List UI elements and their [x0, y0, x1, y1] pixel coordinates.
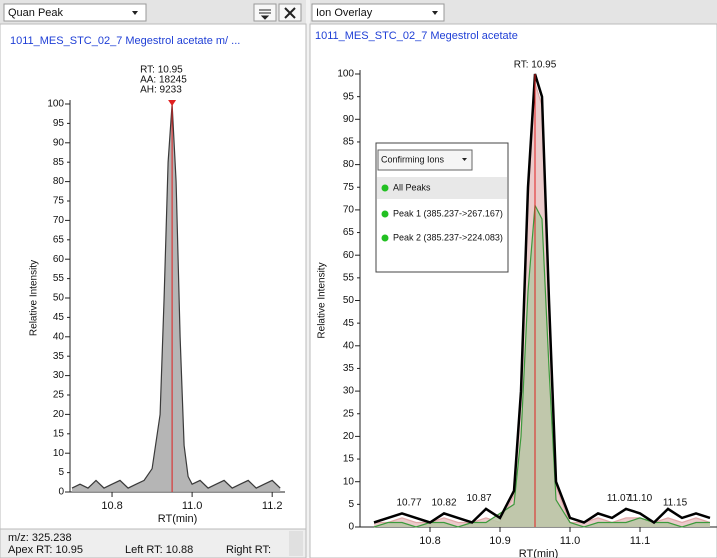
- y-tick-label: 90: [53, 137, 65, 148]
- y-tick-label: 95: [343, 91, 355, 102]
- y-tick-label: 50: [343, 295, 355, 306]
- peak-label: 11.07: [607, 493, 632, 504]
- apex-marker: [168, 100, 177, 106]
- status: m/z: 325.238: [8, 532, 72, 544]
- y-tick-label: 85: [53, 157, 65, 168]
- y-tick-label: 40: [53, 331, 65, 342]
- legend-dot: [381, 210, 389, 218]
- y-tick-label: 45: [343, 318, 355, 329]
- y-tick-label: 100: [47, 99, 64, 110]
- legend-dot: [381, 234, 389, 242]
- y-tick-label: 0: [348, 522, 354, 533]
- dropdown-arrow: [462, 158, 467, 161]
- y-tick-label: 75: [53, 196, 65, 207]
- compound-label: 1011_MES_STC_02_7 Megestrol acetate: [315, 30, 518, 42]
- compound-label: 1011_MES_STC_02_7 Megestrol acetate m/ .…: [10, 35, 240, 47]
- y-tick-label: 60: [53, 254, 65, 265]
- y-tick-label: 65: [53, 234, 65, 245]
- peak-annotation: RT: 10.95: [140, 65, 183, 76]
- y-tick-label: 75: [343, 182, 355, 193]
- y-tick-label: 90: [343, 114, 355, 125]
- y-tick-label: 15: [53, 428, 65, 439]
- y-tick-label: 70: [53, 215, 65, 226]
- peak-label: 11.15: [663, 498, 688, 509]
- scrollbar[interactable]: [289, 531, 303, 556]
- y-tick-label: 50: [53, 293, 65, 304]
- status-bar: [0, 528, 307, 558]
- y-tick-label: 65: [343, 227, 355, 238]
- peak-annotation: AA: 18245: [140, 75, 187, 86]
- x-tick-label: 11.2: [262, 500, 283, 512]
- legend-selected-row: [377, 177, 507, 199]
- y-tick-label: 80: [343, 159, 355, 170]
- y-axis-title: Relative Intensity: [317, 262, 328, 338]
- y-tick-label: 55: [343, 272, 355, 283]
- x-tick-label: 10.8: [101, 500, 122, 512]
- y-tick-label: 10: [343, 476, 355, 487]
- legend-item[interactable]: Peak 2 (385.237->224.083): [393, 232, 503, 242]
- peak-annotation: AH: 9233: [140, 85, 182, 96]
- dropdown-arrow: [432, 11, 438, 15]
- series-area: [374, 205, 710, 527]
- series-area: [72, 104, 281, 492]
- y-tick-label: 15: [343, 454, 355, 465]
- y-tick-label: 5: [348, 499, 354, 510]
- y-tick-label: 25: [53, 390, 65, 401]
- right-plot-area: [309, 23, 717, 558]
- y-tick-label: 25: [343, 408, 355, 419]
- series-line: [71, 103, 281, 489]
- y-tick-label: 0: [58, 487, 64, 498]
- y-tick-label: 100: [337, 69, 354, 80]
- x-axis-title: RT(min): [519, 548, 559, 558]
- y-tick-label: 5: [58, 467, 64, 478]
- x-tick-label: 10.8: [419, 535, 440, 547]
- y-tick-label: 85: [343, 137, 355, 148]
- status: Left RT: 10.88: [125, 544, 193, 556]
- y-tick-label: 30: [53, 370, 65, 381]
- status: Right RT:: [226, 544, 271, 556]
- y-tick-label: 55: [53, 273, 65, 284]
- x-tick-label: 11.1: [630, 535, 651, 547]
- legend-dropdown-label: Confirming Ions: [381, 154, 445, 164]
- y-tick-label: 20: [53, 409, 65, 420]
- y-tick-label: 30: [343, 386, 355, 397]
- y-tick-label: 70: [343, 205, 355, 216]
- x-axis-title: RT(min): [158, 513, 198, 525]
- close-icon: [284, 7, 296, 19]
- dropdown-label: Ion Overlay: [316, 7, 373, 19]
- y-tick-label: 35: [343, 363, 355, 374]
- peak-label: 10.77: [396, 498, 421, 509]
- pin-icon: [259, 9, 271, 20]
- legend: Confirming Ions All Peaks Peak 1 (385.23…: [375, 142, 509, 273]
- y-tick-label: 95: [53, 118, 65, 129]
- left-plot-area: [0, 23, 307, 530]
- y-tick-label: 10: [53, 448, 65, 459]
- y-tick-label: 40: [343, 340, 355, 351]
- apex-label: RT: 10.95: [514, 60, 557, 71]
- peak-label: 11.10: [628, 493, 653, 504]
- peak-label: 10.82: [431, 498, 456, 509]
- series-line: [373, 203, 710, 528]
- legend-item[interactable]: Peak 1 (385.237->267.167): [393, 208, 503, 218]
- y-tick-label: 80: [53, 176, 65, 187]
- y-tick-label: 35: [53, 351, 65, 362]
- y-axis-title: Relative Intensity: [29, 260, 40, 336]
- dropdown[interactable]: [311, 3, 445, 22]
- legend-dot: [381, 184, 389, 192]
- y-tick-label: 60: [343, 250, 355, 261]
- legend-dropdown[interactable]: [377, 149, 473, 171]
- x-tick-label: 10.9: [489, 535, 510, 547]
- status: Apex RT: 10.95: [8, 544, 83, 556]
- series-line: [373, 73, 711, 525]
- x-tick-label: 11.0: [182, 500, 203, 512]
- y-tick-label: 20: [343, 431, 355, 442]
- x-tick-label: 11.0: [560, 535, 581, 547]
- dropdown-label: Quan Peak: [8, 7, 64, 19]
- legend-item[interactable]: All Peaks: [393, 182, 431, 192]
- dropdown[interactable]: [3, 3, 147, 22]
- peak-label: 10.87: [466, 493, 491, 504]
- dropdown-arrow: [132, 11, 138, 15]
- y-tick-label: 45: [53, 312, 65, 323]
